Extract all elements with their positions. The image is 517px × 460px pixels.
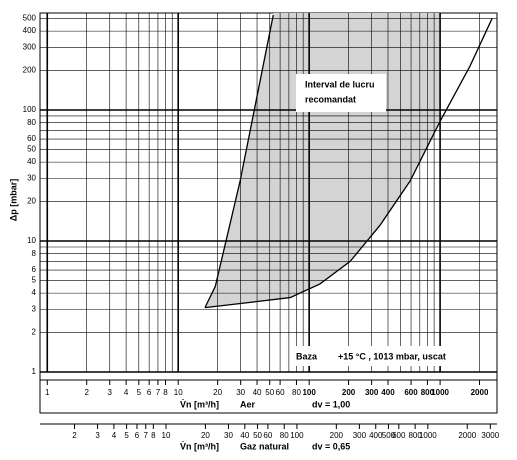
x-tick-label: 6: [147, 388, 152, 397]
x2-tick-label: 40: [240, 431, 249, 440]
x-tick-label: 5: [137, 388, 142, 397]
x2-axis-label: V̇n [m³/h]: [180, 441, 219, 451]
y-tick-label: 100: [23, 105, 37, 114]
y-tick-label: 30: [27, 174, 36, 183]
annotation: Baza: [296, 351, 318, 361]
x-tick-label: 2000: [471, 388, 489, 397]
limit-curve: [204, 14, 274, 308]
x2-tick-label: 400: [369, 431, 383, 440]
x-tick-label: 800: [421, 388, 435, 397]
y-tick-label: 400: [23, 26, 37, 35]
annotation-box: [290, 346, 472, 366]
x-tick-label: 60: [276, 388, 285, 397]
x2-tick-label: 3000: [481, 431, 499, 440]
x-tick-label: 200: [342, 388, 356, 397]
y-tick-label: 3: [32, 305, 37, 314]
x2-tick-label: 300: [353, 431, 367, 440]
x-tick-label: 600: [404, 388, 418, 397]
y-tick-label: 6: [32, 265, 37, 274]
x2-axis-name: Gaz natural: [240, 441, 289, 451]
x2-axis-note: dv = 0,65: [312, 441, 350, 451]
x-axis-name: Aer: [240, 399, 256, 409]
x2-tick-label: 50: [253, 431, 262, 440]
annotation: +15 °C , 1013 mbar, uscat: [338, 351, 446, 361]
x-tick-label: 30: [236, 388, 245, 397]
x2-tick-label: 2: [72, 431, 77, 440]
x2-tick-label: 100: [290, 431, 304, 440]
y-tick-label: 5: [32, 276, 37, 285]
y-tick-label: 200: [23, 66, 37, 75]
x-axis-label: V̇n [m³/h]: [180, 399, 219, 409]
x2-tick-label: 5: [124, 431, 129, 440]
y-tick-label: 500: [23, 14, 37, 23]
x-tick-label: 8: [163, 388, 168, 397]
x2-tick-label: 6: [135, 431, 140, 440]
y-tick-label: 1: [32, 367, 37, 376]
x-tick-label: 300: [365, 388, 379, 397]
limit-curve: [204, 18, 493, 309]
x-tick-label: 20: [213, 388, 222, 397]
x2-tick-label: 800: [408, 431, 422, 440]
x-tick-label: 40: [253, 388, 262, 397]
x-tick-label: 2: [84, 388, 89, 397]
x-axis-frame: [39, 371, 498, 414]
y-axis-label: Δp [mbar]: [8, 179, 18, 221]
recommended-region: [204, 13, 441, 308]
y-tick-label: 50: [27, 145, 36, 154]
x2-tick-label: 600: [392, 431, 406, 440]
x-axis-note: dv = 1,00: [312, 399, 350, 409]
x2-tick-label: 60: [263, 431, 272, 440]
x2-tick-label: 20: [201, 431, 210, 440]
y-tick-label: 10: [27, 236, 36, 245]
x-tick-label: 10: [174, 388, 183, 397]
annotation-box: [296, 74, 386, 112]
x2-tick-label: 80: [280, 431, 289, 440]
x2-tick-label: 500: [382, 431, 396, 440]
x-tick-label: 50: [265, 388, 274, 397]
x-tick-label: 7: [156, 388, 161, 397]
y-tick-label: 40: [27, 157, 36, 166]
x2-tick-label: 30: [224, 431, 233, 440]
x2-tick-label: 4: [112, 431, 117, 440]
x2-tick-label: 1000: [419, 431, 437, 440]
x-tick-label: 400: [381, 388, 395, 397]
x-tick-label: 100: [302, 388, 316, 397]
y-tick-label: 2: [32, 328, 37, 337]
x-tick-label: 80: [292, 388, 301, 397]
x2-tick-label: 3: [95, 431, 100, 440]
y-tick-label: 60: [27, 134, 36, 143]
x2-tick-label: 8: [151, 431, 156, 440]
y-tick-label: 80: [27, 118, 36, 127]
x-tick-label: 1000: [431, 388, 449, 397]
x2-tick-label: 7: [144, 431, 149, 440]
y-tick-label: 300: [23, 43, 37, 52]
x-tick-label: 1: [45, 388, 50, 397]
y-tick-label: 20: [27, 197, 36, 206]
x2-tick-label: 2000: [458, 431, 476, 440]
x2-tick-label: 10: [162, 431, 171, 440]
annotation: Interval de lucru: [305, 79, 375, 89]
x-tick-label: 3: [108, 388, 113, 397]
y-tick-label: 8: [32, 249, 37, 258]
x-tick-label: 4: [124, 388, 129, 397]
x2-tick-label: 200: [330, 431, 344, 440]
y-tick-label: 4: [32, 288, 37, 297]
annotation: recomandat: [305, 94, 356, 104]
